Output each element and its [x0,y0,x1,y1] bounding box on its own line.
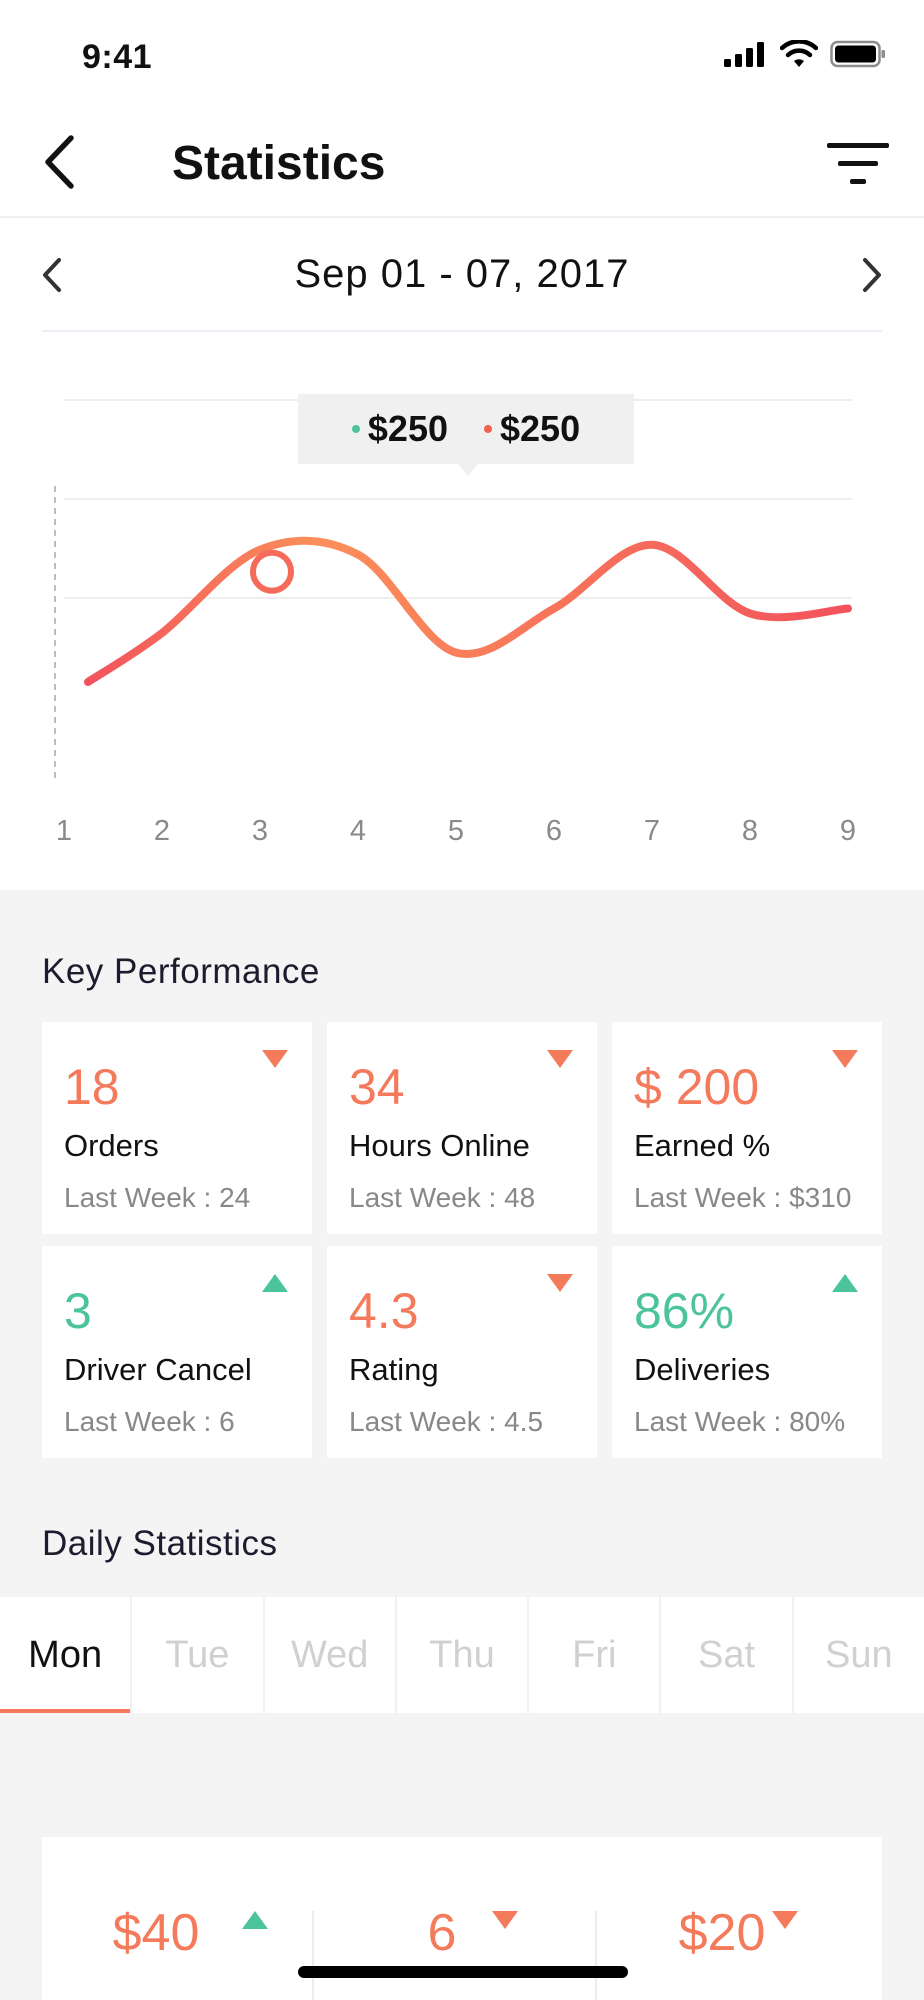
x-tick-label: 3 [252,815,268,847]
performance-section: Key Performance 18 Orders Last Week : 24… [0,890,924,2000]
kpi-card-deliveries[interactable]: 86% Deliveries Last Week : 80% [612,1246,882,1458]
x-tick-label: 1 [56,815,72,847]
kpi-value: 3 [64,1283,92,1339]
x-tick-label: 5 [448,815,464,847]
date-range-selector: Sep 01 - 07, 2017 [0,218,924,332]
kpi-last-week: Last Week : $310 [634,1182,852,1213]
kpi-label: Rating [349,1352,439,1387]
tab-thu[interactable]: Thu [397,1597,530,1713]
tooltip-value: $250 [367,408,448,449]
trend-down-icon [547,1274,573,1292]
trend-down-icon [772,1911,798,1929]
tab-tue[interactable]: Tue [132,1597,265,1713]
x-tick-label: 9 [840,815,856,847]
divider [312,1911,314,2000]
key-performance-title: Key Performance [42,952,320,991]
kpi-card-driver-cancel[interactable]: 3 Driver Cancel Last Week : 6 [42,1246,312,1458]
highlighted-point[interactable] [250,549,294,594]
kpi-label: Earned % [634,1128,771,1163]
filter-button[interactable] [824,134,894,194]
kpi-last-week: Last Week : 4.5 [349,1406,544,1437]
tab-mon[interactable]: Mon [0,1597,133,1713]
daily-stat-earned: $40 [42,1837,322,2000]
trend-down-icon [492,1911,518,1929]
daily-stat-value: $40 [112,1904,200,1962]
kpi-last-week: Last Week : 48 [349,1182,536,1213]
daily-stat-value: 6 [427,1904,457,1962]
series-dot [484,425,492,433]
x-tick-label: 4 [350,815,366,847]
trend-up-icon [832,1274,858,1292]
filter-icon [827,143,889,184]
battery-icon [830,40,885,68]
date-range-label: Sep 01 - 07, 2017 [294,252,630,296]
kpi-value: 4.3 [349,1283,419,1339]
kpi-value: 18 [64,1059,120,1115]
daily-stat-hours: 6 [322,1837,602,2000]
series-dot [351,425,360,433]
kpi-label: Deliveries [634,1352,771,1387]
daily-stat-percent: $20 [602,1837,882,2000]
kpi-label: Hours Online [349,1128,530,1163]
tab-wed[interactable]: Wed [265,1597,397,1713]
line-chart: 1 2 3 4 5 6 7 8 9 [54,399,856,847]
kpi-card-earned[interactable]: $ 200 Earned % Last Week : $310 [612,1022,882,1234]
divider [595,1911,597,2000]
daily-statistics-title: Daily Statistics [42,1524,278,1563]
tab-sat[interactable]: Sat [661,1597,794,1713]
kpi-last-week: Last Week : 24 [64,1182,251,1213]
page-title: Statistics [172,137,386,190]
chevron-left-icon [43,258,61,292]
home-indicator [298,1966,628,1978]
kpi-label: Driver Cancel [64,1352,252,1387]
previous-week-button[interactable] [30,248,74,302]
x-tick-label: 2 [154,815,170,847]
tooltip-value: $250 [500,408,581,449]
divider [42,330,882,332]
kpi-last-week: Last Week : 80% [634,1406,846,1437]
kpi-last-week: Last Week : 6 [64,1406,235,1437]
kpi-card-rating[interactable]: 4.3 Rating Last Week : 4.5 [327,1246,597,1458]
tooltip-item: $250 [351,408,448,450]
wifi-icon [780,40,818,67]
kpi-card-orders[interactable]: 18 Orders Last Week : 24 [42,1022,312,1234]
kpi-value: 34 [349,1059,405,1115]
x-tick-label: 7 [644,815,660,847]
status-bar: 9:41 [0,0,924,110]
chart-tooltip: $250 $250 [298,394,634,476]
x-tick-label: 6 [546,815,562,847]
tab-fri[interactable]: Fri [529,1597,662,1713]
x-tick-label: 8 [742,815,758,847]
nav-bar: Statistics [0,110,924,218]
statistics-chart: 1 2 3 4 5 6 7 8 9 $250 $250 [0,334,924,890]
chevron-left-icon [45,135,74,189]
trend-up-icon [262,1274,288,1292]
status-icons [724,40,886,68]
kpi-card-hours-online[interactable]: 34 Hours Online Last Week : 48 [327,1022,597,1234]
trend-down-icon [547,1050,573,1068]
cellular-signal-icon [724,42,764,67]
kpi-value: $ 200 [634,1059,760,1115]
kpi-value: 86% [634,1283,735,1339]
day-tabs: Mon Tue Wed Thu Fri Sat Sun [0,1597,924,1713]
status-time: 9:41 [82,38,153,76]
trend-down-icon [832,1050,858,1068]
next-week-button[interactable] [850,248,894,302]
trend-down-icon [262,1050,288,1068]
series-line [84,536,852,686]
back-button[interactable] [30,132,90,192]
trend-up-icon [242,1911,268,1929]
tooltip-item: $250 [484,408,580,450]
tab-sun[interactable]: Sun [825,1633,893,1676]
chevron-right-icon [863,258,881,292]
daily-stat-value: $20 [678,1904,766,1962]
kpi-label: Orders [64,1128,159,1163]
